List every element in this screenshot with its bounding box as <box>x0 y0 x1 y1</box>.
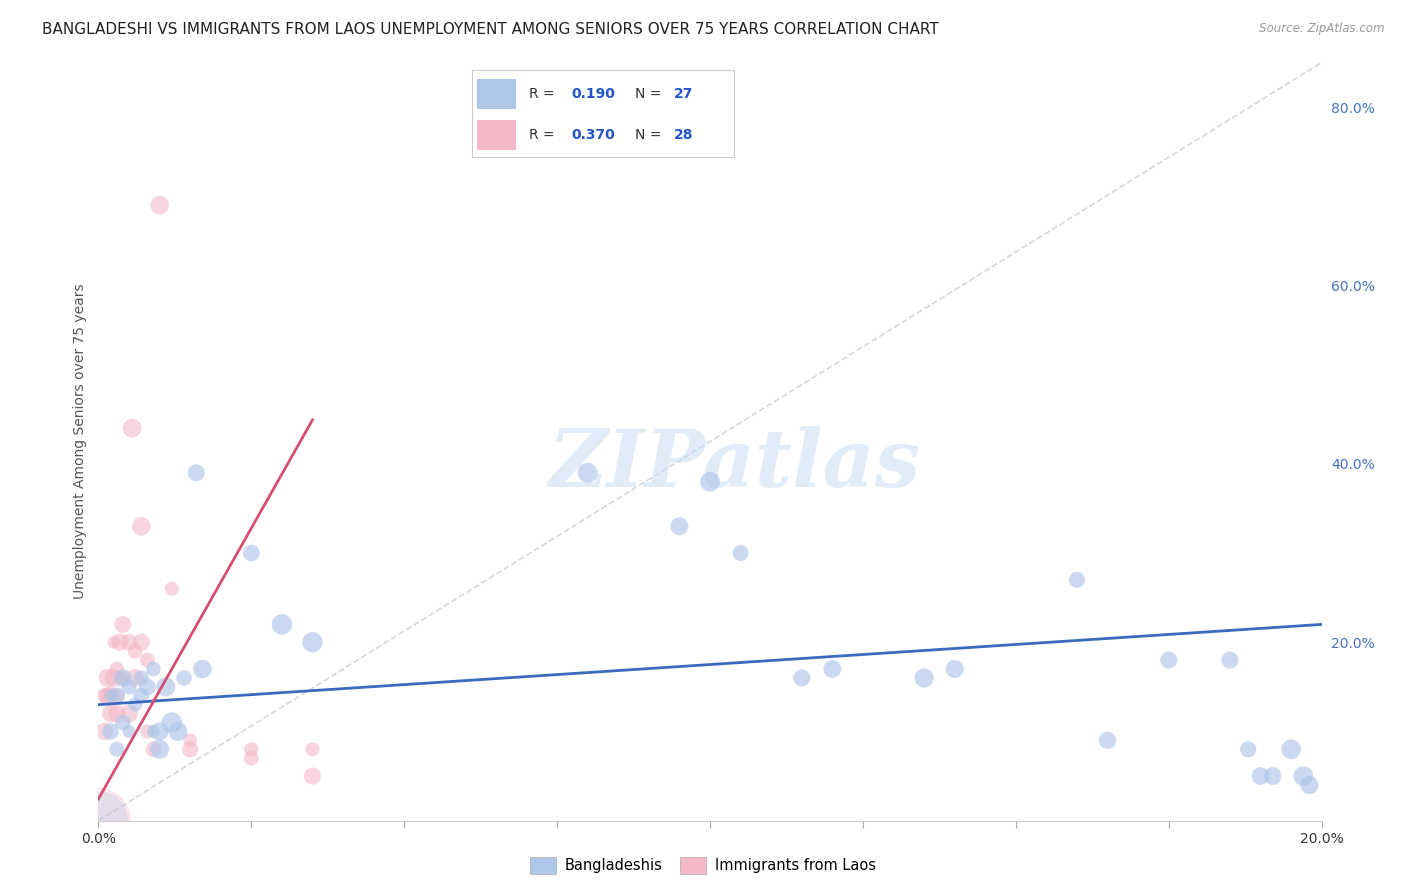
Point <box>270 617 294 632</box>
Point <box>124 671 146 685</box>
Point <box>142 724 165 739</box>
Point <box>155 680 177 694</box>
Point <box>240 742 263 756</box>
Point <box>179 733 201 747</box>
Point <box>129 671 152 685</box>
Point <box>730 546 752 560</box>
Point <box>118 724 141 739</box>
Point <box>142 662 165 676</box>
Point <box>118 680 141 694</box>
Point <box>100 724 122 739</box>
Point <box>1097 733 1119 747</box>
Point <box>1261 769 1284 783</box>
Point <box>1219 653 1241 667</box>
Point <box>240 751 263 765</box>
Point <box>105 689 128 703</box>
Point <box>149 724 172 739</box>
Point <box>1292 769 1315 783</box>
Point <box>943 662 966 676</box>
Point <box>149 742 172 756</box>
Point <box>301 635 323 649</box>
Point <box>136 724 159 739</box>
Point <box>118 706 141 721</box>
Point <box>111 617 134 632</box>
Point <box>167 724 190 739</box>
Point <box>1237 742 1260 756</box>
Point <box>191 662 214 676</box>
Point <box>105 689 128 703</box>
Point <box>160 582 183 596</box>
Point <box>111 671 134 685</box>
Point <box>160 715 183 730</box>
Point <box>1250 769 1272 783</box>
Point <box>142 742 165 756</box>
Text: Source: ZipAtlas.com: Source: ZipAtlas.com <box>1260 22 1385 36</box>
Point <box>111 671 134 685</box>
Point <box>87 814 110 828</box>
Point <box>108 671 131 685</box>
Point <box>93 689 115 703</box>
Point <box>173 671 195 685</box>
Point <box>87 814 110 828</box>
Point <box>100 689 122 703</box>
Point <box>100 706 122 721</box>
Point <box>97 671 120 685</box>
Point <box>668 519 690 533</box>
Point <box>103 635 125 649</box>
Point <box>111 715 134 730</box>
Point <box>124 644 146 658</box>
Point <box>821 662 844 676</box>
Point <box>186 466 208 480</box>
Point <box>240 546 263 560</box>
Point <box>129 635 152 649</box>
Point <box>105 742 128 756</box>
Point <box>1298 778 1320 792</box>
Point <box>301 769 323 783</box>
Point <box>912 671 935 685</box>
Text: BANGLADESHI VS IMMIGRANTS FROM LAOS UNEMPLOYMENT AMONG SENIORS OVER 75 YEARS COR: BANGLADESHI VS IMMIGRANTS FROM LAOS UNEM… <box>42 22 939 37</box>
Point <box>179 742 201 756</box>
Point <box>129 519 152 533</box>
Point <box>136 653 159 667</box>
Point <box>1066 573 1088 587</box>
Point <box>93 724 115 739</box>
Point <box>105 662 128 676</box>
Y-axis label: Unemployment Among Seniors over 75 years: Unemployment Among Seniors over 75 years <box>73 284 87 599</box>
Point <box>790 671 813 685</box>
Point <box>121 421 143 435</box>
Point <box>118 635 141 649</box>
Text: ZIPatlas: ZIPatlas <box>548 425 921 503</box>
Point <box>108 635 131 649</box>
Point <box>129 689 152 703</box>
Point <box>103 671 125 685</box>
Point <box>1279 742 1302 756</box>
Point <box>699 475 721 489</box>
Point <box>576 466 599 480</box>
Point <box>97 689 120 703</box>
Point <box>136 680 159 694</box>
Legend: Bangladeshis, Immigrants from Laos: Bangladeshis, Immigrants from Laos <box>524 851 882 880</box>
Point <box>124 698 146 712</box>
Point <box>301 742 323 756</box>
Point <box>105 706 128 721</box>
Point <box>100 689 122 703</box>
Point <box>1157 653 1180 667</box>
Point <box>149 198 172 212</box>
